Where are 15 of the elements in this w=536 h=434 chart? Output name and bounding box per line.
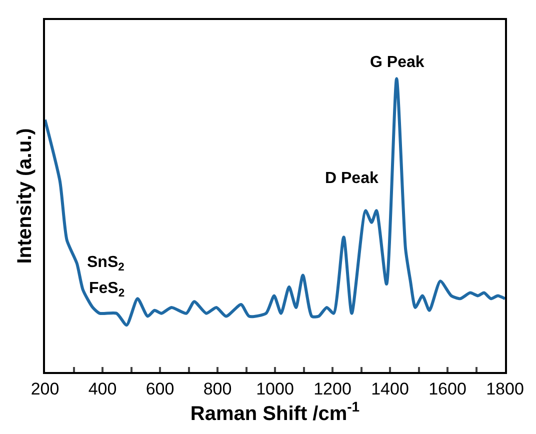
annotation: G Peak (370, 54, 424, 71)
annotation: FeS$_{2}$ (89, 280, 125, 300)
annotation: SnS$_{2}$ (87, 254, 124, 274)
x-tick-label: 1600 (428, 379, 466, 398)
annotation: D Peak (325, 170, 378, 187)
x-axis-title: Raman Shift /cm$^{-1}$ (190, 398, 360, 425)
x-tick-label: 1400 (371, 379, 409, 398)
x-tick-label: 600 (146, 379, 174, 398)
x-tick-label: 800 (203, 379, 232, 398)
x-tick-label: 1000 (256, 379, 294, 398)
x-tick-label: 1800 (486, 379, 524, 398)
x-tick-label: 1200 (314, 379, 352, 398)
x-tick-label: 400 (88, 379, 117, 398)
y-axis-title: Intensity (a.u.) (14, 128, 36, 264)
x-tick-label: 200 (30, 379, 60, 398)
